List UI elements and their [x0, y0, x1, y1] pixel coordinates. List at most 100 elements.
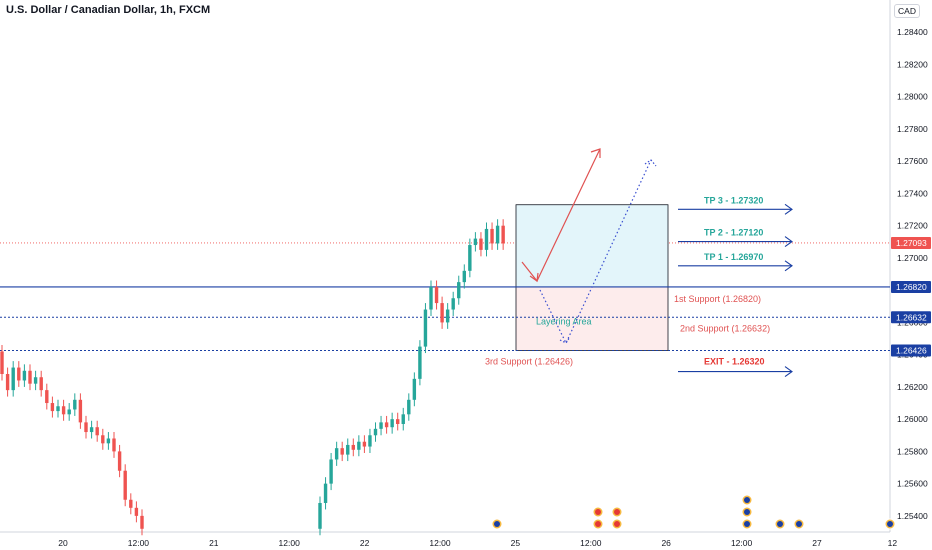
candle — [129, 499, 133, 508]
candle — [95, 427, 99, 436]
x-tick-label: 12 — [888, 538, 898, 548]
candle — [84, 422, 88, 433]
y-tick-label: 1.26200 — [897, 382, 928, 392]
candle — [140, 515, 144, 529]
y-tick-label: 1.25400 — [897, 511, 928, 521]
x-tick-label: 12:00 — [279, 538, 301, 548]
tp-label: TP 2 - 1.27120 — [704, 228, 763, 238]
candle — [495, 225, 500, 244]
candle — [134, 507, 139, 516]
event-flag-inner — [744, 521, 750, 527]
y-tick-label: 1.27000 — [897, 253, 928, 263]
candle — [89, 427, 94, 433]
candle — [340, 448, 344, 455]
layering-zone-box — [515, 286, 669, 351]
red-projection-arrow-head-2 — [590, 148, 601, 158]
x-tick-label: 27 — [812, 538, 822, 548]
candle — [11, 367, 15, 391]
candle — [445, 309, 450, 323]
x-tick-label: 25 — [511, 538, 521, 548]
blue-dotted-head-2 — [644, 159, 657, 167]
x-tick-label: 21 — [209, 538, 219, 548]
x-tick-label: 12:00 — [580, 538, 602, 548]
y-tick-label: 1.27200 — [897, 221, 928, 231]
current-price-tag-text: 1.27093 — [896, 238, 927, 248]
candle — [462, 270, 466, 283]
y-tick-label: 1.27600 — [897, 156, 928, 166]
event-flag-inner — [796, 521, 802, 527]
candle — [0, 351, 4, 375]
red-projection-arrow-head-1 — [529, 272, 539, 283]
y-tick-label: 1.26000 — [897, 414, 928, 424]
chart-title: U.S. Dollar / Canadian Dollar, 1h, FXCM — [6, 4, 211, 16]
candle — [473, 238, 478, 246]
exit-label: EXIT - 1.26320 — [704, 357, 765, 367]
support-price-tag-text: 1.26820 — [896, 282, 927, 292]
tp-arrow-head — [784, 236, 793, 248]
candle — [39, 377, 43, 391]
event-flag-inner — [614, 521, 620, 527]
exit-arrow-head — [784, 366, 793, 378]
candle — [106, 438, 111, 444]
x-tick-label: 26 — [661, 538, 671, 548]
candle — [73, 399, 77, 410]
currency-badge[interactable]: CAD — [894, 4, 920, 18]
support-price-tag-text: 1.26426 — [896, 345, 927, 355]
s2-label: 2nd Support (1.26632) — [680, 323, 770, 333]
candle — [418, 346, 422, 379]
candle — [22, 370, 27, 381]
candle — [334, 448, 339, 460]
candle — [407, 399, 411, 415]
candle — [67, 409, 71, 415]
event-flag-inner — [887, 521, 893, 527]
candle — [457, 282, 461, 299]
support-price-tag — [891, 280, 931, 293]
tp-arrow-head — [784, 203, 793, 215]
candle — [33, 377, 38, 384]
candle — [368, 435, 372, 447]
candle — [45, 390, 49, 404]
support-price-tag — [891, 344, 931, 357]
candle — [434, 286, 439, 304]
candle — [429, 286, 433, 310]
candle — [56, 406, 60, 412]
tp-arrow-head — [784, 260, 793, 272]
current-price-tag — [891, 236, 931, 249]
candle — [61, 406, 66, 415]
candle — [401, 414, 405, 424]
candle — [384, 422, 389, 428]
candle — [101, 435, 105, 444]
x-tick-label: 12:00 — [731, 538, 753, 548]
candle — [412, 378, 417, 400]
event-flag-inner — [494, 521, 500, 527]
s1-label: 1st Support (1.26820) — [674, 294, 761, 304]
event-flag-inner — [744, 509, 750, 515]
support-price-tag-text: 1.26632 — [896, 312, 927, 322]
candle — [362, 441, 367, 447]
tp-label: TP 3 - 1.27320 — [704, 195, 763, 205]
candle — [112, 438, 116, 452]
y-tick-label: 1.28000 — [897, 92, 928, 102]
candle — [329, 459, 333, 484]
layering-label: Layering Area — [536, 316, 592, 326]
event-flag-inner — [595, 509, 601, 515]
candle — [490, 228, 494, 244]
candle — [390, 419, 394, 428]
y-tick-label: 1.27800 — [897, 124, 928, 134]
candle — [351, 444, 355, 450]
y-tick-label: 1.25600 — [897, 479, 928, 489]
candle — [117, 451, 122, 471]
candle — [501, 225, 505, 244]
candle — [50, 403, 55, 412]
candle — [479, 238, 483, 250]
candle — [379, 422, 383, 429]
y-tick-label: 1.25800 — [897, 446, 928, 456]
event-flag-inner — [744, 497, 750, 503]
candle — [396, 419, 400, 424]
candle — [440, 303, 444, 323]
y-tick-label: 1.27400 — [897, 188, 928, 198]
candle — [346, 444, 350, 455]
candle — [5, 374, 10, 391]
